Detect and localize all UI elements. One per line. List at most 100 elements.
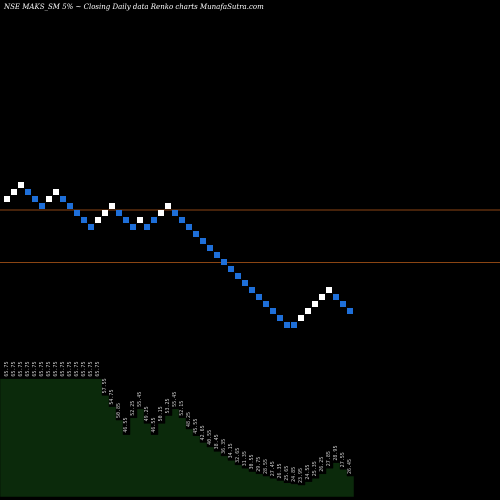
renko-brick-down (228, 266, 234, 272)
chart-title: NSE MAKS_SM 5% ~ Closing Daily data Renk… (3, 3, 264, 11)
volume-label: 25.35 (312, 461, 318, 476)
volume-label: 27.85 (326, 451, 332, 466)
renko-brick-up (102, 210, 108, 216)
volume-labels: 65.75 65.75 65.75 65.75 65.75 65.75 65.75 65.75… (4, 362, 353, 483)
renko-brick-up (298, 315, 304, 321)
renko-brick-up (158, 210, 164, 216)
volume-label: 42.65 (200, 425, 206, 440)
volume-label: 30.55 (249, 454, 255, 469)
renko-brick-down (39, 203, 45, 209)
renko-brick-down (67, 203, 73, 209)
renko-brick-down (333, 294, 339, 300)
volume-label: 54.75 (109, 390, 115, 405)
renko-brick-down (284, 322, 290, 328)
renko-brick-up (319, 294, 325, 300)
volume-label: 65.75 (88, 362, 94, 377)
volume-label: 46.55 (123, 418, 129, 433)
renko-brick-down (74, 210, 80, 216)
renko-brick-down (207, 245, 213, 251)
volume-label: 65.75 (25, 362, 31, 377)
renko-brick-down (340, 301, 346, 307)
renko-brick-up (326, 287, 332, 293)
volume-label: 65.75 (4, 362, 10, 377)
volume-label: 26.25 (319, 457, 325, 472)
renko-brick-down (214, 252, 220, 258)
renko-brick-down (60, 196, 66, 202)
renko-brick-up (137, 217, 143, 223)
volume-label: 28.55 (263, 459, 269, 474)
renko-brick-down (179, 217, 185, 223)
renko-brick-up (18, 182, 24, 188)
renko-brick-down (347, 308, 353, 314)
volume-label: 65.75 (53, 362, 59, 377)
volume-label: 55.45 (172, 392, 178, 407)
volume-label: 55.45 (137, 392, 143, 407)
volume-label: 27.55 (340, 452, 346, 467)
renko-brick-down (186, 224, 192, 230)
renko-brick-down (263, 301, 269, 307)
volume-label: 57.55 (102, 378, 108, 393)
renko-brick-down (256, 294, 262, 300)
volume-label: 25.65 (284, 466, 290, 481)
volume-label: 65.75 (67, 362, 73, 377)
renko-brick-down (25, 189, 31, 195)
volume-label: 52.15 (179, 401, 185, 416)
volume-label: 45.55 (193, 419, 199, 434)
renko-brick-down (235, 273, 241, 279)
volume-label: 65.75 (11, 362, 17, 377)
renko-brick-up (109, 203, 115, 209)
volume-label: 40.55 (207, 430, 213, 445)
renko-brick-down (221, 259, 227, 265)
renko-brick-down (123, 217, 129, 223)
renko-brick-down (130, 224, 136, 230)
volume-label: 65.75 (18, 362, 24, 377)
volume-label: 53.25 (165, 398, 171, 413)
volume-label: 32.65 (235, 448, 241, 463)
volume-fill (0, 378, 355, 498)
renko-brick-up (11, 189, 17, 195)
volume-label: 28.95 (333, 446, 339, 461)
reference-lines (0, 209, 500, 263)
renko-brick-down (116, 210, 122, 216)
renko-brick-down (193, 231, 199, 237)
volume-label: 65.75 (39, 362, 45, 377)
volume-label: 34.15 (228, 443, 234, 458)
volume-label: 52.25 (130, 401, 136, 416)
renko-brick-down (144, 224, 150, 230)
volume-label: 24.85 (291, 467, 297, 482)
renko-brick-up (53, 189, 59, 195)
volume-label: 65.75 (74, 362, 80, 377)
renko-brick-down (151, 217, 157, 223)
volume-label: 65.75 (46, 362, 52, 377)
volume-label: 36.35 (221, 439, 227, 454)
volume-label: 26.35 (277, 463, 283, 478)
volume-label: 26.45 (347, 459, 353, 474)
volume-label: 48.25 (186, 412, 192, 427)
volume-label: 65.75 (95, 362, 101, 377)
volume-label: 24.55 (305, 465, 311, 480)
volume-label: 50.85 (116, 403, 122, 418)
renko-brick-down (81, 217, 87, 223)
renko-brick-up (46, 196, 52, 202)
renko-brick-up (4, 196, 10, 202)
renko-brick-up (95, 217, 101, 223)
renko-brick-down (291, 322, 297, 328)
volume-label: 38.45 (214, 434, 220, 449)
volume-label: 65.75 (60, 362, 66, 377)
volume-label: 50.15 (158, 406, 164, 421)
volume-label: 65.75 (32, 362, 38, 377)
renko-brick-down (249, 287, 255, 293)
renko-brick-down (270, 308, 276, 314)
volume-label: 23.95 (298, 468, 304, 483)
renko-brick-down (200, 238, 206, 244)
renko-brick-down (277, 315, 283, 321)
renko-brick-down (88, 224, 94, 230)
renko-brick-up (312, 301, 318, 307)
volume-label: 65.75 (81, 362, 87, 377)
renko-brick-up (165, 203, 171, 209)
renko-brick-down (32, 196, 38, 202)
renko-brick-up (305, 308, 311, 314)
renko-bricks (4, 182, 353, 328)
